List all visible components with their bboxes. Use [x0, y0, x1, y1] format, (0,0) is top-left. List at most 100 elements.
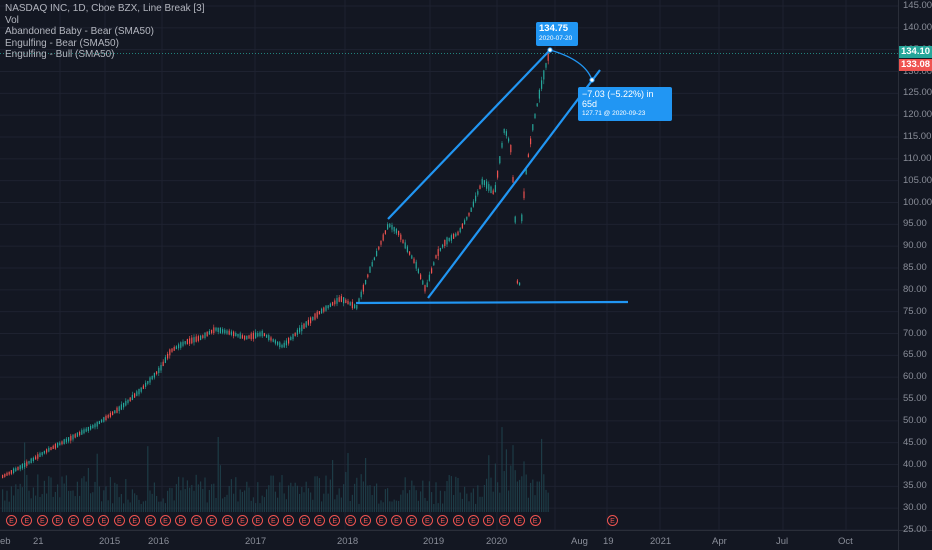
candle	[237, 333, 239, 337]
volume-bar	[105, 486, 107, 512]
candle	[334, 300, 336, 305]
earnings-e-icon[interactable]: E	[529, 515, 541, 526]
volume-bar	[481, 496, 483, 512]
volume-bar	[532, 479, 534, 512]
earnings-e-icon[interactable]: E	[113, 515, 125, 526]
earnings-e-icon[interactable]: E	[391, 515, 402, 526]
earnings-e-icon[interactable]: E	[190, 515, 202, 526]
earnings-e-icon[interactable]: E	[221, 515, 233, 526]
volume-bar	[213, 483, 215, 512]
candle	[477, 191, 479, 195]
earnings-e-icon[interactable]: E	[206, 515, 218, 526]
volume-bar	[378, 503, 380, 512]
earnings-e-icon[interactable]: E	[283, 515, 295, 526]
volume-bar	[129, 502, 131, 512]
volume-bar	[424, 497, 426, 512]
volume-bar	[158, 501, 160, 512]
legend-engulfing-bull[interactable]: Engulfing - Bull (SMA50)	[5, 49, 115, 60]
candle	[543, 70, 545, 80]
volume-bar	[268, 485, 270, 512]
candle	[204, 332, 206, 339]
candle	[532, 124, 534, 131]
time-tick-label: 21	[33, 536, 44, 547]
volume-bar	[13, 495, 15, 512]
earnings-e-icon[interactable]: E	[36, 515, 48, 526]
earnings-e-icon[interactable]: E	[437, 515, 449, 526]
price-tick-label: 40.00	[903, 458, 927, 470]
candle	[252, 332, 254, 339]
earnings-e-icon[interactable]: E	[98, 515, 110, 526]
earnings-e-icon[interactable]: E	[298, 515, 310, 526]
earnings-e-icon[interactable]: E	[329, 515, 341, 526]
earnings-e-icon[interactable]: E	[52, 515, 64, 526]
legend-abandoned-baby-bear[interactable]: Abandoned Baby - Bear (SMA50)	[5, 26, 154, 37]
earnings-e-icon[interactable]: E	[314, 515, 325, 526]
time-tick-label: Aug	[571, 536, 588, 547]
candle	[259, 332, 261, 337]
candle	[202, 335, 204, 338]
measure-detail: 127.71 @ 2020-09-23	[582, 110, 646, 117]
earnings-e-icon[interactable]: E	[360, 515, 372, 526]
earnings-e-icon[interactable]: E	[237, 515, 248, 526]
price-tick-label: 120.00	[903, 109, 932, 121]
candle	[219, 327, 221, 334]
earnings-e-icon[interactable]: E	[67, 515, 79, 526]
candle	[167, 353, 169, 359]
volume-bar	[508, 490, 510, 512]
volume-bar	[334, 499, 336, 512]
volume-bar	[417, 500, 419, 512]
candle	[200, 335, 202, 341]
earnings-e-icon[interactable]: E	[267, 515, 279, 526]
legend-engulfing-bear[interactable]: Engulfing - Bear (SMA50)	[5, 37, 119, 49]
earnings-e-icon[interactable]: E	[514, 515, 526, 526]
earnings-e-icon[interactable]: E	[83, 515, 94, 526]
volume-bar	[8, 501, 10, 512]
volume-bar	[39, 497, 41, 512]
earnings-e-icon[interactable]: E	[483, 515, 495, 526]
volume-bar	[195, 474, 197, 512]
volume-bar	[347, 453, 349, 512]
volume-bar	[233, 493, 235, 512]
candle	[2, 474, 4, 479]
volume-bar	[30, 498, 32, 512]
earnings-e-icon[interactable]: E	[406, 515, 418, 526]
earnings-e-icon[interactable]: E	[160, 515, 171, 526]
earnings-e-icon[interactable]: E	[468, 515, 479, 526]
legend-volume[interactable]: Vol	[5, 14, 19, 26]
symbol-title[interactable]: NASDAQ INC, 1D, Cboe BZX, Line Break [3]	[5, 3, 205, 14]
price-tick-label: 130.00	[903, 65, 932, 77]
volume-bar	[98, 486, 100, 512]
line-price-tag: 133.08	[899, 59, 932, 71]
time-tick-label: 2015	[99, 536, 121, 547]
earnings-e-icon[interactable]: E	[252, 515, 264, 526]
earnings-e-icon[interactable]: E	[344, 515, 356, 526]
volume-bar	[442, 503, 444, 512]
candle	[459, 228, 461, 233]
earnings-e-icon[interactable]: E	[421, 515, 433, 526]
earnings-e-icon[interactable]: E	[607, 515, 618, 526]
candle	[340, 296, 342, 302]
earnings-e-icon[interactable]: E	[452, 515, 464, 526]
earnings-e-icon[interactable]: E	[498, 515, 510, 526]
earnings-e-icon[interactable]: E	[375, 515, 387, 526]
earnings-e-icon[interactable]: E	[6, 515, 17, 526]
volume-bar	[222, 498, 224, 512]
earnings-e-icon[interactable]: E	[144, 515, 156, 526]
volume-bar	[428, 481, 430, 512]
candle	[490, 186, 492, 194]
candle	[318, 311, 320, 315]
candle	[129, 397, 131, 402]
candle	[547, 53, 549, 61]
candle	[362, 284, 364, 292]
candle	[175, 346, 177, 349]
earnings-e-icon[interactable]: E	[21, 515, 33, 526]
candle	[272, 339, 274, 342]
candle	[76, 432, 78, 437]
volume-bar	[248, 487, 250, 512]
volume-bar	[50, 477, 52, 512]
earnings-e-icon[interactable]: E	[175, 515, 187, 526]
candle	[464, 220, 466, 225]
volume-bar	[446, 481, 448, 512]
earnings-e-icon[interactable]: E	[129, 515, 141, 526]
